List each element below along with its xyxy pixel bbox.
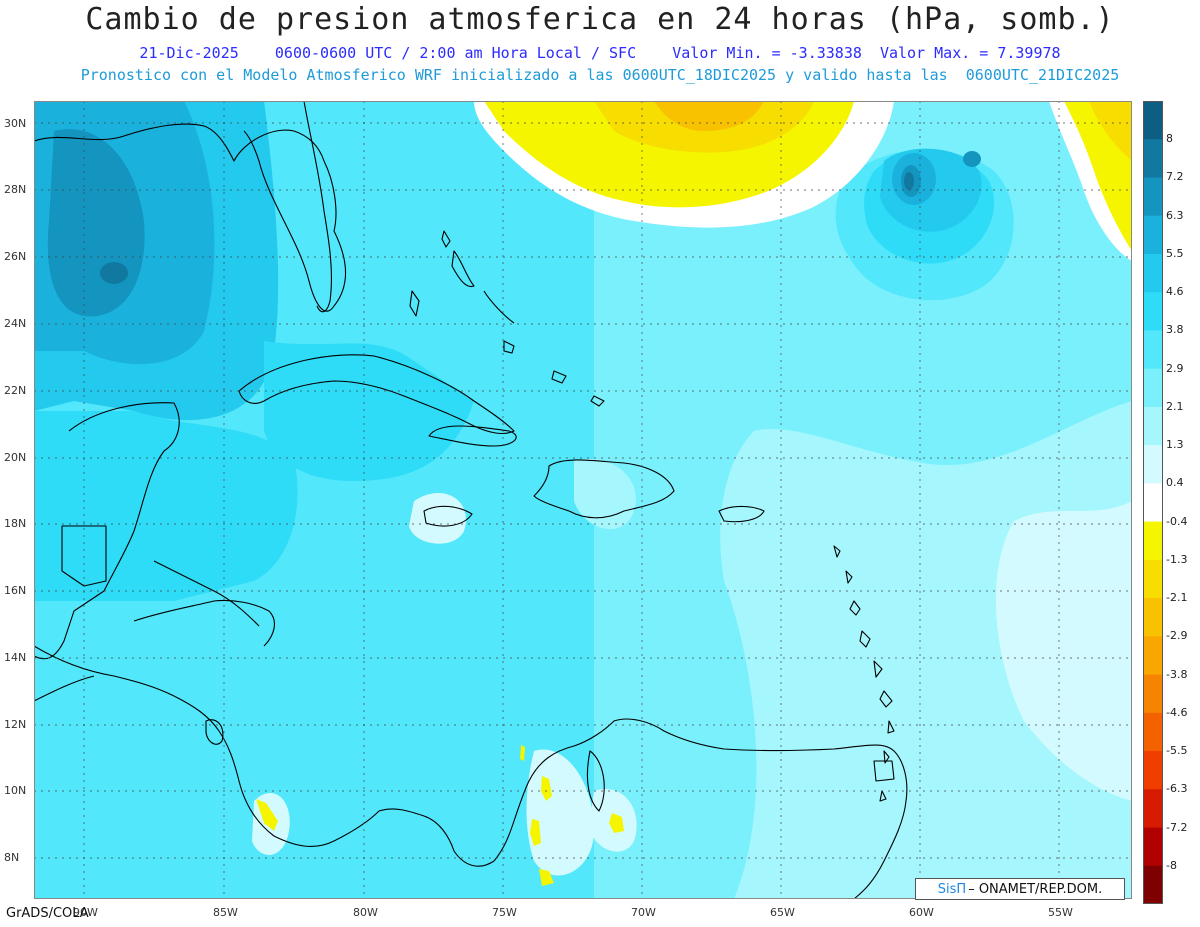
lon-label: 85W xyxy=(213,906,238,919)
lat-label: 18N xyxy=(4,517,27,530)
colorbar-label: 1.3 xyxy=(1166,438,1184,452)
lon-label: 90W xyxy=(73,906,98,919)
colorbar-label: 7.2 xyxy=(1166,170,1184,184)
colorbar-swatch xyxy=(1143,330,1163,370)
colorbar-swatch xyxy=(1143,215,1163,255)
colorbar-label: -5.5 xyxy=(1166,744,1188,758)
colorbar-label: 8 xyxy=(1166,132,1173,146)
colorbar-label: 6.3 xyxy=(1166,208,1184,222)
map-title: Cambio de presion atmosferica en 24 hora… xyxy=(85,2,1115,37)
colorbar-label: -2.9 xyxy=(1166,629,1188,643)
colorbar-label: 5.5 xyxy=(1166,246,1184,260)
colorbar-swatch xyxy=(1143,101,1163,140)
colorbar-swatch xyxy=(1143,483,1163,523)
colorbar-label: 2.1 xyxy=(1166,399,1184,413)
colorbar-label: 0.4 xyxy=(1166,476,1184,490)
lat-label: 14N xyxy=(4,651,27,664)
lat-label: 30N xyxy=(4,117,27,130)
colorbar-label: -7.2 xyxy=(1166,820,1188,834)
lat-label: 22N xyxy=(4,384,27,397)
colorbar-swatch xyxy=(1143,521,1163,561)
lat-label: 16N xyxy=(4,584,27,597)
colorbar-swatch xyxy=(1143,139,1163,178)
lat-label: 8N xyxy=(4,851,20,864)
colorbar-swatch xyxy=(1143,445,1163,484)
lon-label: 80W xyxy=(353,906,378,919)
colorbar-label: -6.3 xyxy=(1166,782,1188,796)
grads-footer: GrADS/COLA xyxy=(6,906,89,921)
sispi-logo: SisΠ xyxy=(937,881,967,897)
colorbar-swatch xyxy=(1143,292,1163,331)
colorbar-label: -8 xyxy=(1166,858,1177,872)
lon-label: 55W xyxy=(1048,906,1073,919)
colorbar-label: 2.9 xyxy=(1166,361,1184,375)
colorbar-swatch xyxy=(1143,827,1163,867)
lat-label: 12N xyxy=(4,718,27,731)
lat-label: 26N xyxy=(4,250,27,263)
colorbar-label: 4.6 xyxy=(1166,285,1184,299)
map-subtitle-date: 21-Dic-2025 0600-0600 UTC / 2:00 am Hora… xyxy=(139,44,1061,62)
lon-label: 70W xyxy=(631,906,656,919)
colorbar-swatch xyxy=(1143,712,1163,752)
graticule xyxy=(34,101,1132,899)
colorbar-swatch xyxy=(1143,559,1163,599)
credit-box: SisΠ – ONAMET/REP.DOM. xyxy=(915,878,1125,900)
colorbar-swatch xyxy=(1143,636,1163,676)
colorbar-label: -1.3 xyxy=(1166,552,1188,566)
colorbar-label: -2.1 xyxy=(1166,591,1188,605)
colorbar xyxy=(1143,101,1163,904)
colorbar-label: -0.4 xyxy=(1166,514,1188,528)
colorbar-label: -3.8 xyxy=(1166,667,1188,681)
pressure-change-map xyxy=(34,101,1132,899)
credit-text: – ONAMET/REP.DOM. xyxy=(968,881,1103,897)
colorbar-swatch xyxy=(1143,406,1163,446)
colorbar-swatch xyxy=(1143,177,1163,217)
colorbar-swatch xyxy=(1143,598,1163,637)
lat-label: 28N xyxy=(4,183,27,196)
colorbar-swatch xyxy=(1143,865,1163,904)
colorbar-swatch xyxy=(1143,253,1163,293)
colorbar-swatch xyxy=(1143,751,1163,790)
lon-label: 75W xyxy=(492,906,517,919)
colorbar-swatch xyxy=(1143,674,1163,714)
lat-label: 10N xyxy=(4,784,27,797)
lat-label: 24N xyxy=(4,317,27,330)
lon-label: 60W xyxy=(909,906,934,919)
lon-label: 65W xyxy=(770,906,795,919)
colorbar-swatch xyxy=(1143,789,1163,829)
colorbar-swatch xyxy=(1143,368,1163,408)
lat-label: 20N xyxy=(4,451,27,464)
colorbar-label: -4.6 xyxy=(1166,705,1188,719)
map-subtitle-model: Pronostico con el Modelo Atmosferico WRF… xyxy=(80,66,1120,84)
colorbar-label: 3.8 xyxy=(1166,323,1184,337)
